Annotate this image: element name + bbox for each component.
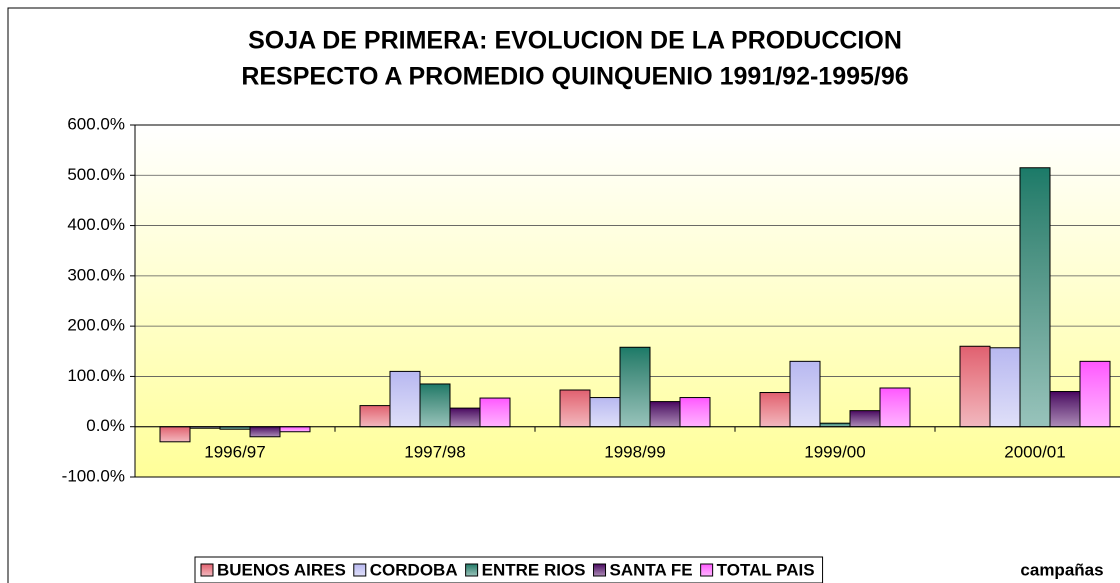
bar — [159, 426, 191, 443]
bar — [649, 401, 681, 428]
x-tick-label: 1999/00 — [804, 442, 865, 461]
bar — [589, 397, 621, 428]
bar — [959, 345, 991, 428]
bar — [989, 347, 1021, 428]
y-tick-label: 0.0% — [86, 416, 125, 435]
legend: BUENOS AIRES CORDOBA ENTRE RIOS SANTA FE TOT… — [194, 556, 824, 583]
x-tick-label: 1996/97 — [204, 442, 265, 461]
legend-swatch — [353, 563, 367, 577]
y-tick-label: 300.0% — [67, 265, 125, 284]
y-tick-label: 400.0% — [67, 215, 125, 234]
legend-label: CORDOBA — [370, 560, 458, 579]
legend-label: ENTRE RIOS — [482, 560, 586, 579]
bar — [819, 422, 851, 428]
plot-border — [134, 124, 1120, 478]
legend-label: TOTAL PAIS — [717, 560, 815, 579]
bar — [1019, 167, 1051, 428]
bar — [789, 360, 821, 428]
bar — [449, 407, 481, 428]
y-tick-label: 100.0% — [67, 366, 125, 385]
bar — [249, 426, 281, 438]
y-tick-label: 200.0% — [67, 316, 125, 335]
legend-label: BUENOS AIRES — [217, 560, 346, 579]
bar — [619, 346, 651, 428]
bar — [759, 392, 791, 428]
y-tick-label: 500.0% — [67, 165, 125, 184]
legend-swatch — [593, 563, 607, 577]
chart-title: RESPECTO A PROMEDIO QUINQUENIO 1991/92-1… — [241, 63, 908, 91]
x-axis-label: campañas — [1020, 560, 1103, 579]
bar — [559, 389, 591, 428]
bar — [279, 426, 311, 433]
legend-swatch — [465, 563, 479, 577]
bar — [359, 405, 391, 428]
bar — [879, 387, 911, 428]
frame — [7, 7, 1120, 583]
legend-swatch — [200, 563, 214, 577]
bar — [479, 397, 511, 428]
bar — [419, 383, 451, 428]
legend-label: SANTA FE — [610, 560, 693, 579]
legend-box — [194, 556, 824, 583]
bar — [849, 410, 881, 428]
bar — [389, 370, 421, 428]
x-tick-label: 1998/99 — [604, 442, 665, 461]
bar — [679, 397, 711, 428]
bar — [1049, 391, 1081, 428]
chart-title: SOJA DE PRIMERA: EVOLUCION DE LA PRODUCC… — [248, 27, 902, 55]
y-tick-label: -100.0% — [62, 466, 125, 485]
y-tick-label: 600.0% — [67, 114, 125, 133]
bar — [1079, 360, 1111, 428]
x-tick-label: 1997/98 — [404, 442, 465, 461]
legend-swatch — [700, 563, 714, 577]
x-tick-label: 2000/01 — [1004, 442, 1065, 461]
